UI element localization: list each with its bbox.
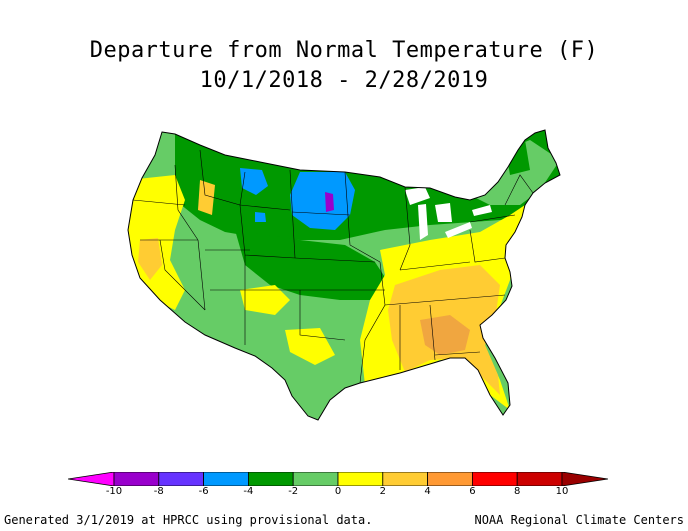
map-subtitle-date-range: 10/1/2018 - 2/28/2019	[199, 68, 489, 93]
legend-arrow-low	[68, 472, 115, 486]
legend-tick-label: -4	[243, 486, 254, 497]
california-nevada-border	[159, 239, 206, 311]
fill-cold-northern-plains	[290, 172, 355, 230]
color-scale-legend: -10 -8 -6 -4 -2 0 2 4 6 8 10	[68, 472, 608, 500]
legend-tick-label: 10	[555, 486, 569, 497]
legend-swatch	[471, 472, 518, 486]
national-border	[127, 129, 561, 421]
fill-warmer-california	[138, 238, 162, 280]
wisconsin-illinois-border	[399, 186, 411, 271]
idaho-west-border	[174, 164, 199, 241]
legend-arrow-high	[561, 472, 608, 486]
fill-cool-plains	[235, 230, 390, 300]
new-england-borders	[504, 174, 534, 206]
fill-warm-arizona	[240, 285, 290, 315]
nevada-east-border	[197, 239, 206, 311]
fill-cold-wyoming	[255, 212, 266, 222]
legend-tick-label: -6	[198, 486, 209, 497]
map-title: Departure from Normal Temperature (F)	[89, 38, 599, 63]
generation-note: Generated 3/1/2019 at HPRCC using provis…	[4, 513, 373, 527]
lake-ontario	[472, 205, 492, 216]
oregon-north-border	[132, 199, 186, 206]
texas-panhandle	[299, 290, 346, 341]
legend-swatch	[427, 472, 473, 486]
legend-tick-label: 0	[334, 486, 342, 497]
alabama-georgia-border	[429, 304, 436, 361]
ohio-river-line	[399, 261, 471, 271]
montana-wyoming-border	[239, 204, 291, 211]
tennessee-border	[384, 294, 506, 306]
legend-tick-label: -2	[288, 486, 299, 497]
fill-warmer-idaho	[198, 180, 215, 215]
lake-michigan	[418, 204, 428, 240]
legend-swatch	[382, 472, 428, 486]
minnesota-iowa-border	[344, 171, 381, 263]
legend-swatch	[337, 472, 384, 486]
legend-tick-label: -10	[105, 486, 123, 497]
legend-tick-label: 6	[469, 486, 476, 497]
legend-swatch	[113, 472, 160, 486]
legend-swatch	[203, 472, 249, 486]
fill-cold-montana	[240, 168, 268, 195]
west-virginia-border	[469, 229, 506, 263]
fill-warmest-southeast	[420, 315, 470, 355]
dakotas-divider	[291, 211, 351, 216]
florida-north-border	[434, 351, 481, 356]
legend-tick-label: 4	[424, 486, 431, 497]
legend-swatch	[516, 472, 563, 486]
legend-swatch	[158, 472, 205, 486]
state-boundaries	[132, 149, 534, 384]
lake-superior	[405, 187, 430, 205]
lake-huron	[435, 203, 452, 222]
mississippi-river-line	[359, 261, 386, 384]
legend-swatch	[292, 472, 339, 486]
pennsylvania-north-border	[469, 214, 516, 223]
montana-idaho-border	[199, 149, 246, 206]
lake-erie	[445, 222, 472, 238]
fill-coldest-spot	[325, 192, 334, 212]
legend-tick-label: -8	[153, 486, 164, 497]
legend-tick-label: 8	[514, 486, 521, 497]
legend-swatch	[247, 472, 294, 486]
nebraska-kansas-border	[294, 257, 376, 263]
dakotas-west-border	[289, 169, 296, 259]
legend-tick-label: 2	[379, 486, 386, 497]
source-credit: NOAA Regional Climate Centers	[474, 513, 684, 527]
legend-color-bar	[68, 472, 608, 486]
